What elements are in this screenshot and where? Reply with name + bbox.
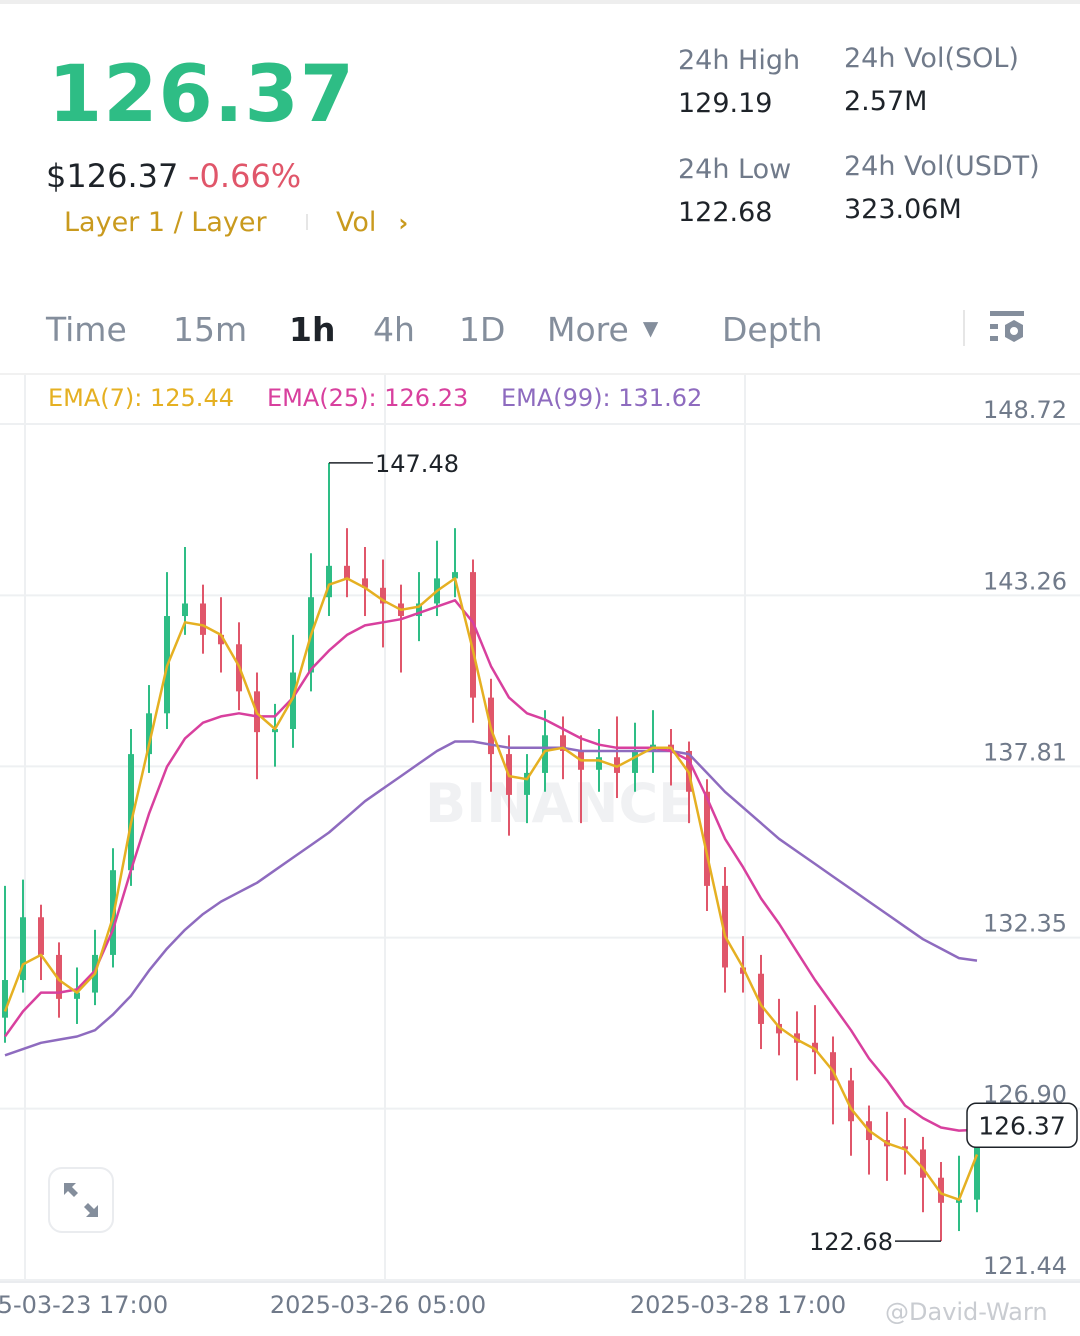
stat-value: 122.68 bbox=[678, 197, 773, 228]
candle-up bbox=[956, 1199, 962, 1203]
low-price-label: 122.68 bbox=[809, 1228, 893, 1256]
y-tick-label: 121.44 bbox=[983, 1252, 1067, 1280]
stat-label: 24h Vol(SOL) bbox=[844, 43, 1019, 74]
candle-down bbox=[38, 917, 44, 955]
candle-up bbox=[632, 750, 638, 773]
candle-down bbox=[812, 1042, 818, 1053]
candle-down bbox=[902, 1146, 908, 1150]
stat-label: 24h Low bbox=[678, 154, 792, 185]
stat-label: 24h Vol(USDT) bbox=[844, 151, 1040, 182]
tab-1h[interactable]: 1h bbox=[289, 310, 336, 349]
y-tick-label: 137.81 bbox=[983, 738, 1067, 766]
candle-down bbox=[938, 1177, 944, 1203]
divider bbox=[0, 373, 1080, 375]
legend-ema7: EMA(7): 125.44 bbox=[48, 384, 234, 412]
binance-watermark: BINANCE bbox=[425, 772, 695, 835]
tab-time[interactable]: Time bbox=[46, 310, 127, 349]
divider bbox=[306, 214, 308, 230]
candle-up bbox=[524, 772, 530, 795]
candle-down bbox=[380, 587, 386, 604]
chevron-right-icon: › bbox=[398, 209, 409, 237]
expand-button[interactable] bbox=[48, 1167, 114, 1233]
ema99-line bbox=[4, 740, 978, 1057]
stat-value: 323.06M bbox=[844, 194, 962, 225]
candle-down bbox=[362, 578, 368, 588]
candle-up bbox=[452, 572, 458, 579]
tab-4h[interactable]: 4h bbox=[373, 310, 415, 349]
tab-more-label: More bbox=[547, 310, 629, 349]
x-tick-label: 2025-03-28 17:00 bbox=[630, 1291, 846, 1319]
candle-up bbox=[326, 565, 332, 598]
candle-down bbox=[344, 565, 350, 579]
candle-up bbox=[272, 728, 278, 733]
watermark: @David-Warn bbox=[885, 1298, 1048, 1326]
last-price: 126.37 bbox=[48, 50, 355, 140]
divider bbox=[963, 310, 965, 346]
vol-label: Vol bbox=[336, 207, 377, 238]
candle-down bbox=[200, 603, 206, 635]
high-price-label: 147.48 bbox=[375, 450, 459, 478]
candle-down bbox=[218, 634, 224, 645]
candle-up bbox=[74, 992, 80, 999]
category-tag-link[interactable]: Layer 1 / Layer bbox=[64, 207, 267, 238]
tab-more[interactable]: More ▼ bbox=[547, 310, 658, 349]
current-price-tag bbox=[966, 1102, 1078, 1149]
candle-down bbox=[56, 954, 62, 999]
x-tick-label: 2025-03-23 17:00 bbox=[0, 1291, 168, 1319]
caret-down-icon: ▼ bbox=[642, 316, 659, 340]
tab-depth[interactable]: Depth bbox=[722, 310, 823, 349]
tab-1d[interactable]: 1D bbox=[459, 310, 506, 349]
stat-label: 24h High bbox=[678, 45, 801, 76]
candle-down bbox=[704, 791, 710, 886]
candle-up bbox=[596, 757, 602, 770]
candle-down bbox=[848, 1080, 854, 1122]
candle-up bbox=[290, 672, 296, 729]
legend-ema25: EMA(25): 126.23 bbox=[267, 384, 469, 412]
chart-settings-icon[interactable] bbox=[988, 310, 1028, 350]
candle-up bbox=[146, 713, 152, 755]
candle-down bbox=[614, 757, 620, 773]
candle-down bbox=[740, 967, 746, 974]
candle-up bbox=[542, 735, 548, 773]
candle-down bbox=[470, 572, 476, 698]
vol-tag-link[interactable]: Vol › bbox=[336, 207, 408, 238]
candle-up bbox=[416, 603, 422, 617]
legend-ema99: EMA(99): 131.62 bbox=[501, 384, 703, 412]
candle-up bbox=[974, 1125, 980, 1200]
candle-down bbox=[920, 1149, 926, 1178]
y-tick-label: 132.35 bbox=[983, 910, 1067, 938]
candle-down bbox=[794, 1033, 800, 1043]
candle-up bbox=[20, 917, 26, 981]
candle-up bbox=[182, 603, 188, 617]
ema25-line bbox=[3, 599, 978, 1132]
candle-down bbox=[830, 1052, 836, 1081]
y-tick-label: 143.26 bbox=[983, 567, 1067, 595]
candle-up bbox=[128, 754, 134, 871]
candle-down bbox=[758, 973, 764, 1024]
top-edge bbox=[0, 0, 1080, 4]
candle-down bbox=[776, 1023, 782, 1034]
tab-15m[interactable]: 15m bbox=[173, 310, 248, 349]
y-tick-label: 148.72 bbox=[983, 396, 1067, 424]
candle-up bbox=[2, 980, 8, 1018]
stat-value: 129.19 bbox=[678, 88, 773, 119]
candle-down bbox=[560, 735, 566, 751]
current-price-label: 126.37 bbox=[978, 1111, 1065, 1140]
usd-price: $126.37 bbox=[46, 157, 179, 195]
change-percent: -0.66% bbox=[188, 157, 302, 195]
expand-icon bbox=[64, 1183, 98, 1217]
ema7-line bbox=[3, 577, 979, 1201]
x-tick-label: 2025-03-26 05:00 bbox=[270, 1291, 486, 1319]
candle-down bbox=[722, 885, 728, 968]
stat-value: 2.57M bbox=[844, 86, 928, 117]
